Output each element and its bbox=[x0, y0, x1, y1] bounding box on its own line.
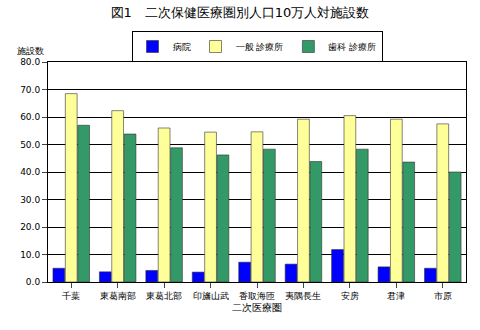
svg-text:図1 二次保健医療圏別人口10万人対施設数: 図1 二次保健医療圏別人口10万人対施設数 bbox=[111, 5, 370, 20]
svg-text:20.0: 20.0 bbox=[20, 222, 40, 232]
svg-text:0.0: 0.0 bbox=[26, 277, 41, 287]
svg-text:30.0: 30.0 bbox=[20, 195, 40, 205]
svg-text:40.0: 40.0 bbox=[20, 167, 40, 177]
svg-text:歯科 診療所: 歯科 診療所 bbox=[328, 42, 376, 52]
svg-text:施設数: 施設数 bbox=[17, 46, 44, 56]
svg-text:香取海匝: 香取海匝 bbox=[239, 291, 275, 301]
svg-text:君津: 君津 bbox=[387, 291, 405, 301]
svg-text:10.0: 10.0 bbox=[20, 250, 40, 260]
svg-text:70.0: 70.0 bbox=[20, 85, 40, 95]
svg-text:50.0: 50.0 bbox=[20, 140, 40, 150]
svg-text:千葉: 千葉 bbox=[62, 291, 80, 301]
svg-text:東葛南部: 東葛南部 bbox=[100, 291, 136, 301]
svg-text:二次医療圏: 二次医療圏 bbox=[232, 302, 282, 313]
svg-text:市原: 市原 bbox=[434, 291, 452, 301]
svg-text:夷隅長生: 夷隅長生 bbox=[285, 291, 321, 301]
svg-text:60.0: 60.0 bbox=[20, 112, 40, 122]
svg-text:病院: 病院 bbox=[173, 42, 191, 52]
svg-text:80.0: 80.0 bbox=[20, 57, 40, 67]
svg-text:東葛北部: 東葛北部 bbox=[146, 291, 182, 301]
svg-text:一般 診療所: 一般 診療所 bbox=[236, 42, 284, 52]
svg-text:印旛山武: 印旛山武 bbox=[193, 291, 229, 301]
svg-text:安房: 安房 bbox=[341, 291, 359, 301]
